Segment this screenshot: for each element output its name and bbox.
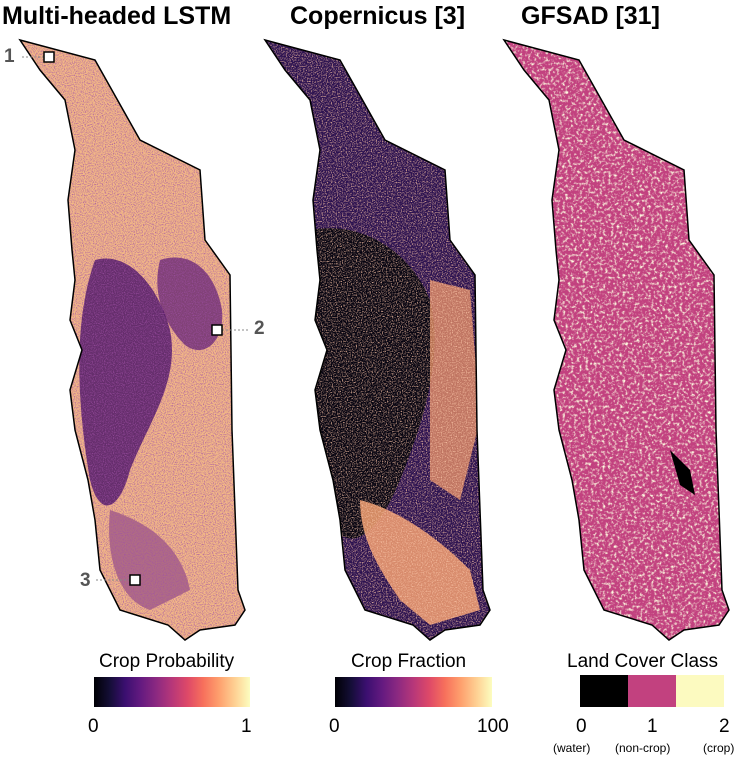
swatch-non-crop: [628, 675, 676, 707]
marker-3: [96, 574, 141, 586]
marker-label-3: 3: [80, 570, 91, 591]
tick-class-2-label: (crop): [703, 741, 735, 755]
tick-crop-probability-max: 1: [241, 716, 252, 737]
marker-2: [211, 324, 250, 336]
tick-crop-fraction-max: 100: [477, 716, 509, 737]
tick-crop-fraction-min: 0: [329, 716, 340, 737]
panel-title-gfsad: GFSAD [31]: [521, 2, 660, 30]
tick-crop-probability-min: 0: [88, 716, 99, 737]
tick-class-0: 0: [576, 716, 587, 737]
gfsad-land-cover-map: [503, 39, 730, 641]
legend-title-crop-fraction: Crop Fraction: [351, 651, 467, 672]
panel-title-copernicus: Copernicus [3]: [290, 2, 466, 30]
swatch-water: [580, 675, 628, 707]
legend-title-land-cover-class: Land Cover Class: [567, 651, 719, 672]
tick-class-0-label: (water): [553, 741, 591, 755]
copernicus-crop-map: [264, 39, 491, 641]
marker-label-2: 2: [254, 318, 265, 339]
colorbar-crop-fraction: [335, 677, 492, 707]
swatch-crop: [676, 675, 724, 707]
legend-title-crop-probability: Crop Probability: [99, 651, 235, 672]
panel-title-lstm: Multi-headed LSTM: [2, 2, 232, 30]
tick-class-1: 1: [647, 716, 658, 737]
tick-class-1-label: (non-crop): [615, 741, 671, 755]
lstm-crop-map: [19, 39, 246, 641]
colorbar-crop-probability: [94, 677, 250, 707]
tick-class-2: 2: [719, 716, 730, 737]
marker-label-1: 1: [4, 46, 15, 67]
marker-1: [22, 51, 55, 63]
